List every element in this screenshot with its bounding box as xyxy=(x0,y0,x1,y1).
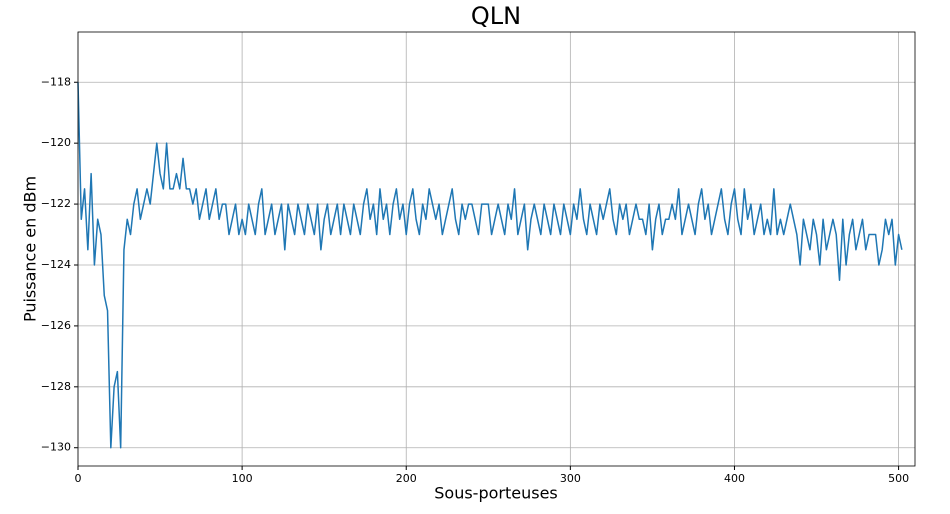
x-tick-label: 500 xyxy=(888,472,909,485)
y-tick-label: −120 xyxy=(41,136,71,149)
x-tick-label: 0 xyxy=(75,472,82,485)
y-tick-label: −118 xyxy=(41,75,71,88)
plot-frame xyxy=(77,31,916,467)
y-axis-label: Puissance en dBm xyxy=(21,176,40,322)
x-tick-label: 400 xyxy=(724,472,745,485)
x-tick-label: 300 xyxy=(560,472,581,485)
x-tick-label: 100 xyxy=(232,472,253,485)
y-tick-label: −128 xyxy=(41,380,71,393)
y-tick-label: −124 xyxy=(41,258,71,271)
chart-title: QLN xyxy=(471,2,521,30)
y-tick-label: −130 xyxy=(41,441,71,454)
y-tick-label: −122 xyxy=(41,197,71,210)
data-line xyxy=(77,82,903,449)
y-tick-label: −126 xyxy=(41,319,71,332)
x-tick-label: 200 xyxy=(396,472,417,485)
x-axis-label: Sous-porteuses xyxy=(434,484,558,503)
